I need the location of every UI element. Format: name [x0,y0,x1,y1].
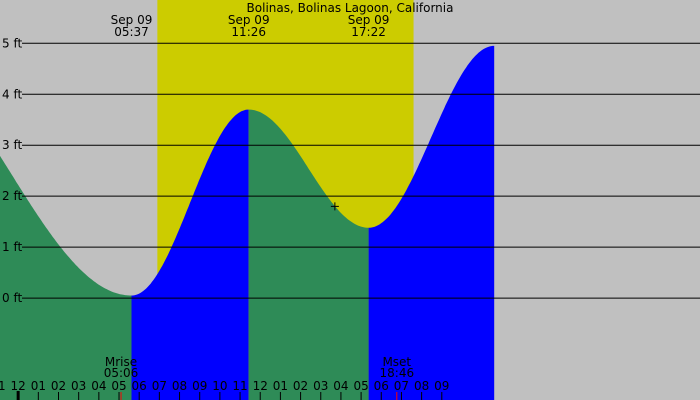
x-tick-label: 03 [71,379,86,393]
moon-event-time: 18:46 [380,366,415,380]
tide-area [0,45,495,400]
x-tick-label: 06 [132,379,147,393]
rising-tide-segment [368,45,495,400]
y-tick-label: 1 ft [2,240,22,254]
x-tick-label: 09 [434,379,449,393]
y-tick-label: 4 ft [2,87,22,101]
tide-event-date: Sep 09 [111,13,153,27]
y-tick-label: 3 ft [2,138,22,152]
x-tick-label: 11 [0,379,6,393]
moon-event-time: 05:06 [104,366,139,380]
rising-tide-segment [131,109,249,400]
x-tick-label: 04 [333,379,348,393]
falling-tide-segment [0,155,132,400]
moon-event-label: Mrise [105,355,137,369]
x-axis: 11 12 01 02 03 04 05 06 07 08 09 10 11 12 01 02 03 04 05 06… [0,379,449,400]
tide-event-time: 17:22 [351,25,386,39]
x-tick-label: 04 [91,379,106,393]
tide-event-date: Sep 09 [228,13,270,27]
chart-title: Bolinas, Bolinas Lagoon, California [247,1,454,15]
x-tick-label: 08 [414,379,429,393]
x-tick-label: 07 [152,379,167,393]
x-tick-label: 03 [313,379,328,393]
x-tick-label: 06 [374,379,389,393]
x-tick-label: 02 [293,379,308,393]
x-tick-label: 05 [111,379,126,393]
y-tick-label: 0 ft [2,291,22,305]
x-tick-label: 02 [51,379,66,393]
falling-tide-segment [248,109,369,400]
tide-event-time: 11:26 [231,25,266,39]
x-tick-label: 05 [353,379,368,393]
x-tick-label: 07 [394,379,409,393]
x-tick-label: 12 [253,379,268,393]
moon-event-label: Mset [382,355,411,369]
x-tick-label: 12 [11,379,26,393]
x-tick-label: 11 [232,379,247,393]
height-grid [22,42,700,299]
x-tick-label: 09 [192,379,207,393]
x-tick-label: 01 [273,379,288,393]
x-tick-label: 10 [212,379,227,393]
tide-event-time: 05:37 [114,25,149,39]
tide-event-date: Sep 09 [348,13,390,27]
y-axis-labels: 0 ft 1 ft 2 ft 3 ft 4 ft 5 ft [2,36,22,305]
current-time-marker [330,202,339,211]
y-tick-label: 2 ft [2,189,22,203]
x-tick-label: 01 [31,379,46,393]
x-tick-label: 08 [172,379,187,393]
y-tick-label: 5 ft [2,36,22,50]
